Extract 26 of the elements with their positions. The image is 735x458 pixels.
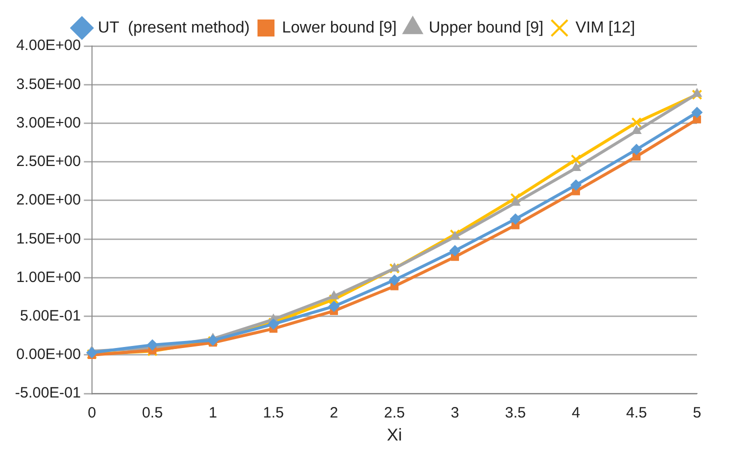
x-tick-label: 2.5 [384,404,405,422]
y-tick-label: 3.50E+00 [16,76,81,93]
y-tick-label: 3.00E+00 [16,114,81,132]
legend-label: Lower bound [9] [282,19,397,36]
y-tick-label: 1.50E+00 [16,230,81,248]
y-tick-label: 1.00E+00 [16,268,81,286]
legend-label: Upper bound [9] [428,19,544,36]
y-tick-label: 4.00E+00 [16,37,81,54]
x-tick-label: 4 [572,404,580,422]
x-tick-label: 3.5 [505,404,526,422]
x-tick-label: 3 [450,404,460,422]
x-tick-label: 1.5 [262,404,284,422]
y-tick-label: 2.00E+00 [16,192,81,209]
y-tick-label: -5.00E-01 [15,384,81,402]
legend-label: UT (present method) [98,19,250,36]
x-tick-label: 5 [692,404,702,422]
x-tick-label: 4.5 [626,404,647,422]
x-tick-label: 2 [330,404,338,422]
legend-label: VIM [12] [575,19,636,36]
y-tick-label: 5.00E-01 [20,307,81,324]
y-tick-label: 2.50E+00 [16,153,81,170]
x-tick-label: 0 [88,404,96,422]
y-tick-label: 0.00E+00 [16,346,81,364]
x-tick-label: 0.5 [142,404,163,422]
x-tick-label: 1 [208,404,218,422]
x-axis-title: Xi [386,425,402,444]
